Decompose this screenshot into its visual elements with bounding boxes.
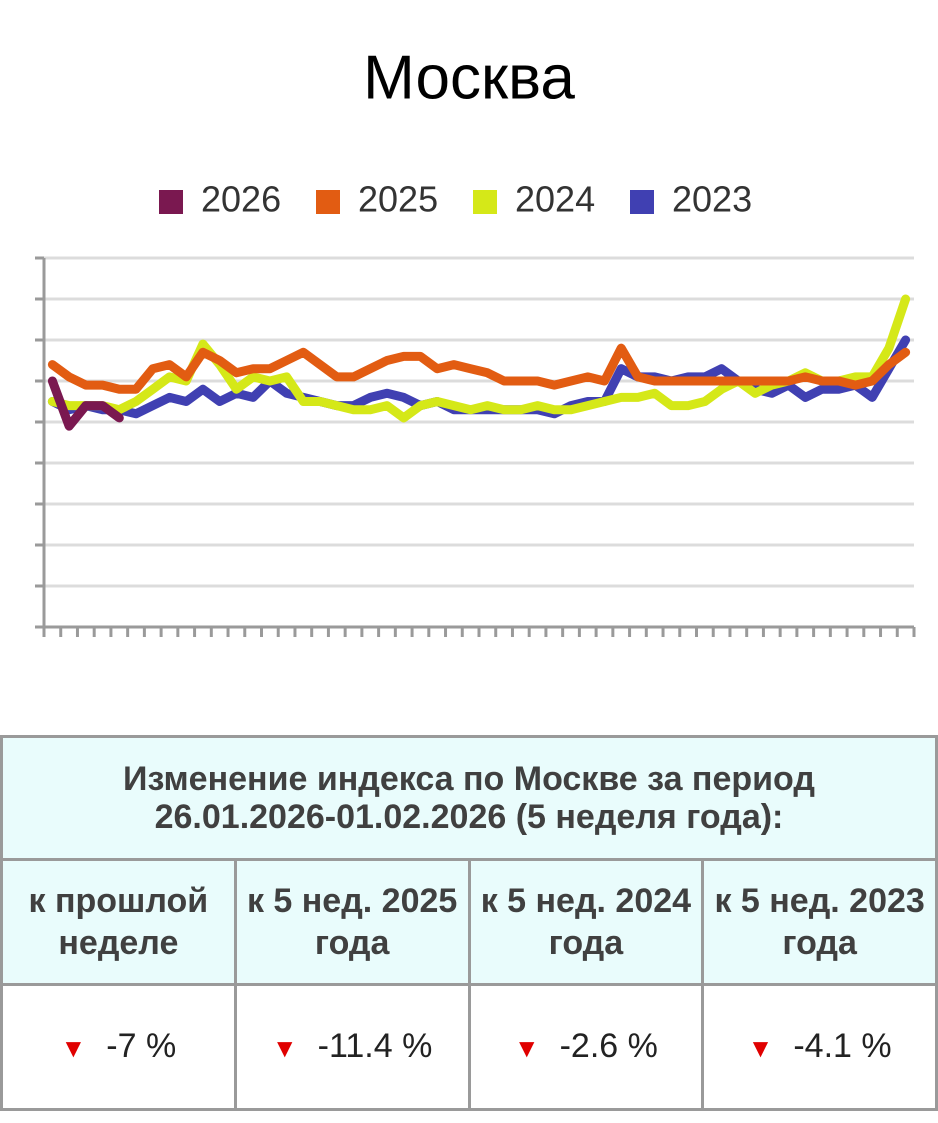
legend-swatch [316, 190, 340, 214]
down-arrow: ▼ [747, 1033, 774, 1063]
legend: 2026 2025 2024 2023 [159, 179, 752, 220]
column-header: к 5 нед. 2023 года [701, 858, 938, 986]
table-title-line: 26.01.2026-01.02.2026 (5 неделя года): [154, 798, 784, 836]
table-title: Изменение индекса по Москве за период 26… [0, 735, 938, 861]
series-line [47, 376, 124, 431]
change-value: -4.1 % [793, 1027, 892, 1065]
chart-title: Москва [363, 43, 575, 112]
down-arrow: ▼ [271, 1033, 298, 1063]
table-title-line: Изменение индекса по Москве за период [123, 760, 815, 798]
down-arrow: ▼ [60, 1033, 87, 1063]
legend-label: 2025 [358, 179, 438, 220]
change-value: -11.4 % [317, 1027, 433, 1065]
column-header: к прошлой неделе [0, 858, 237, 986]
cell: ▼ -4.1 % [701, 983, 938, 1111]
series-line [47, 343, 911, 394]
legend-label: 2026 [201, 179, 281, 220]
change-value: -2.6 % [559, 1027, 658, 1065]
cell: ▼ -2.6 % [467, 983, 705, 1111]
legend-swatch [630, 190, 654, 214]
cell: ▼ -11.4 % [233, 983, 471, 1111]
legend-label: 2024 [515, 179, 595, 220]
legend-label: 2023 [672, 179, 752, 220]
cell: ▼ -7 % [0, 983, 237, 1111]
column-header: к 5 нед. 2025 года [233, 858, 471, 986]
legend-swatch [159, 190, 183, 214]
summary-table: Изменение индекса по Москве за период 26… [0, 735, 938, 1111]
column-header: к 5 нед. 2024 года [467, 858, 705, 986]
change-value: -7 % [106, 1027, 177, 1065]
chart: Москва 2026 2025 2024 2023 [35, 43, 916, 637]
legend-swatch [473, 190, 497, 214]
down-arrow: ▼ [513, 1033, 540, 1063]
